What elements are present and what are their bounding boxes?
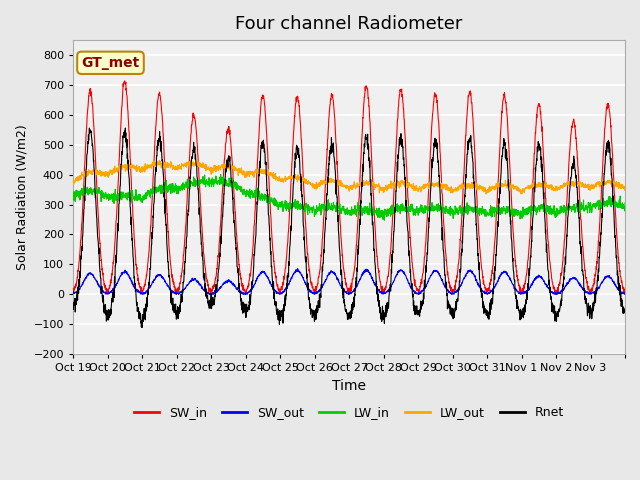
LW_in [124,190,132,195]
Rnet [547,294,554,300]
LW_in [383,207,390,213]
Rnet [516,310,524,316]
SW_out [244,290,252,296]
X-axis label: Time: Time [332,379,366,393]
LW_out [383,184,390,190]
LW_in [516,211,524,216]
Rnet [125,168,132,174]
SW_out [69,289,77,295]
LW_in [381,217,388,223]
SW_in [547,266,554,272]
Rnet [383,306,390,312]
SW_out [124,272,132,278]
LW_in [244,191,252,197]
SW_in [244,285,252,291]
LW_in [614,200,621,206]
Rnet [69,303,77,309]
LW_in [547,207,554,213]
Line: Rnet: Rnet [73,128,625,327]
SW_out [516,290,524,296]
LW_out [483,191,490,197]
LW_out [124,165,132,170]
Rnet [621,306,629,312]
SW_out [294,266,301,272]
SW_out [614,286,621,292]
Rnet [244,306,252,312]
SW_in [125,118,132,123]
SW_out [621,290,629,296]
SW_out [139,291,147,297]
LW_in [69,191,77,197]
Line: SW_in: SW_in [73,81,625,294]
LW_out [516,187,524,192]
SW_out [383,289,390,295]
Title: Four channel Radiometer: Four channel Radiometer [236,15,463,33]
LW_out [244,169,252,175]
Text: GT_met: GT_met [81,56,140,70]
Rnet [138,324,146,330]
SW_out [547,288,554,294]
LW_in [621,200,629,206]
Line: LW_in: LW_in [73,174,625,220]
SW_in [121,78,129,84]
Rnet [122,125,129,131]
LW_out [194,157,202,163]
SW_in [173,291,180,297]
Rnet [614,268,621,274]
Line: SW_out: SW_out [73,269,625,294]
LW_out [547,183,554,189]
SW_in [383,279,390,285]
SW_in [516,288,524,293]
Legend: SW_in, SW_out, LW_in, LW_out, Rnet: SW_in, SW_out, LW_in, LW_out, Rnet [129,401,569,424]
SW_in [69,288,77,294]
SW_in [614,245,621,251]
Line: LW_out: LW_out [73,160,625,194]
LW_in [217,171,225,177]
LW_out [69,179,77,184]
Y-axis label: Solar Radiation (W/m2): Solar Radiation (W/m2) [15,124,28,270]
LW_out [621,185,629,191]
LW_out [614,183,621,189]
SW_in [621,288,629,294]
